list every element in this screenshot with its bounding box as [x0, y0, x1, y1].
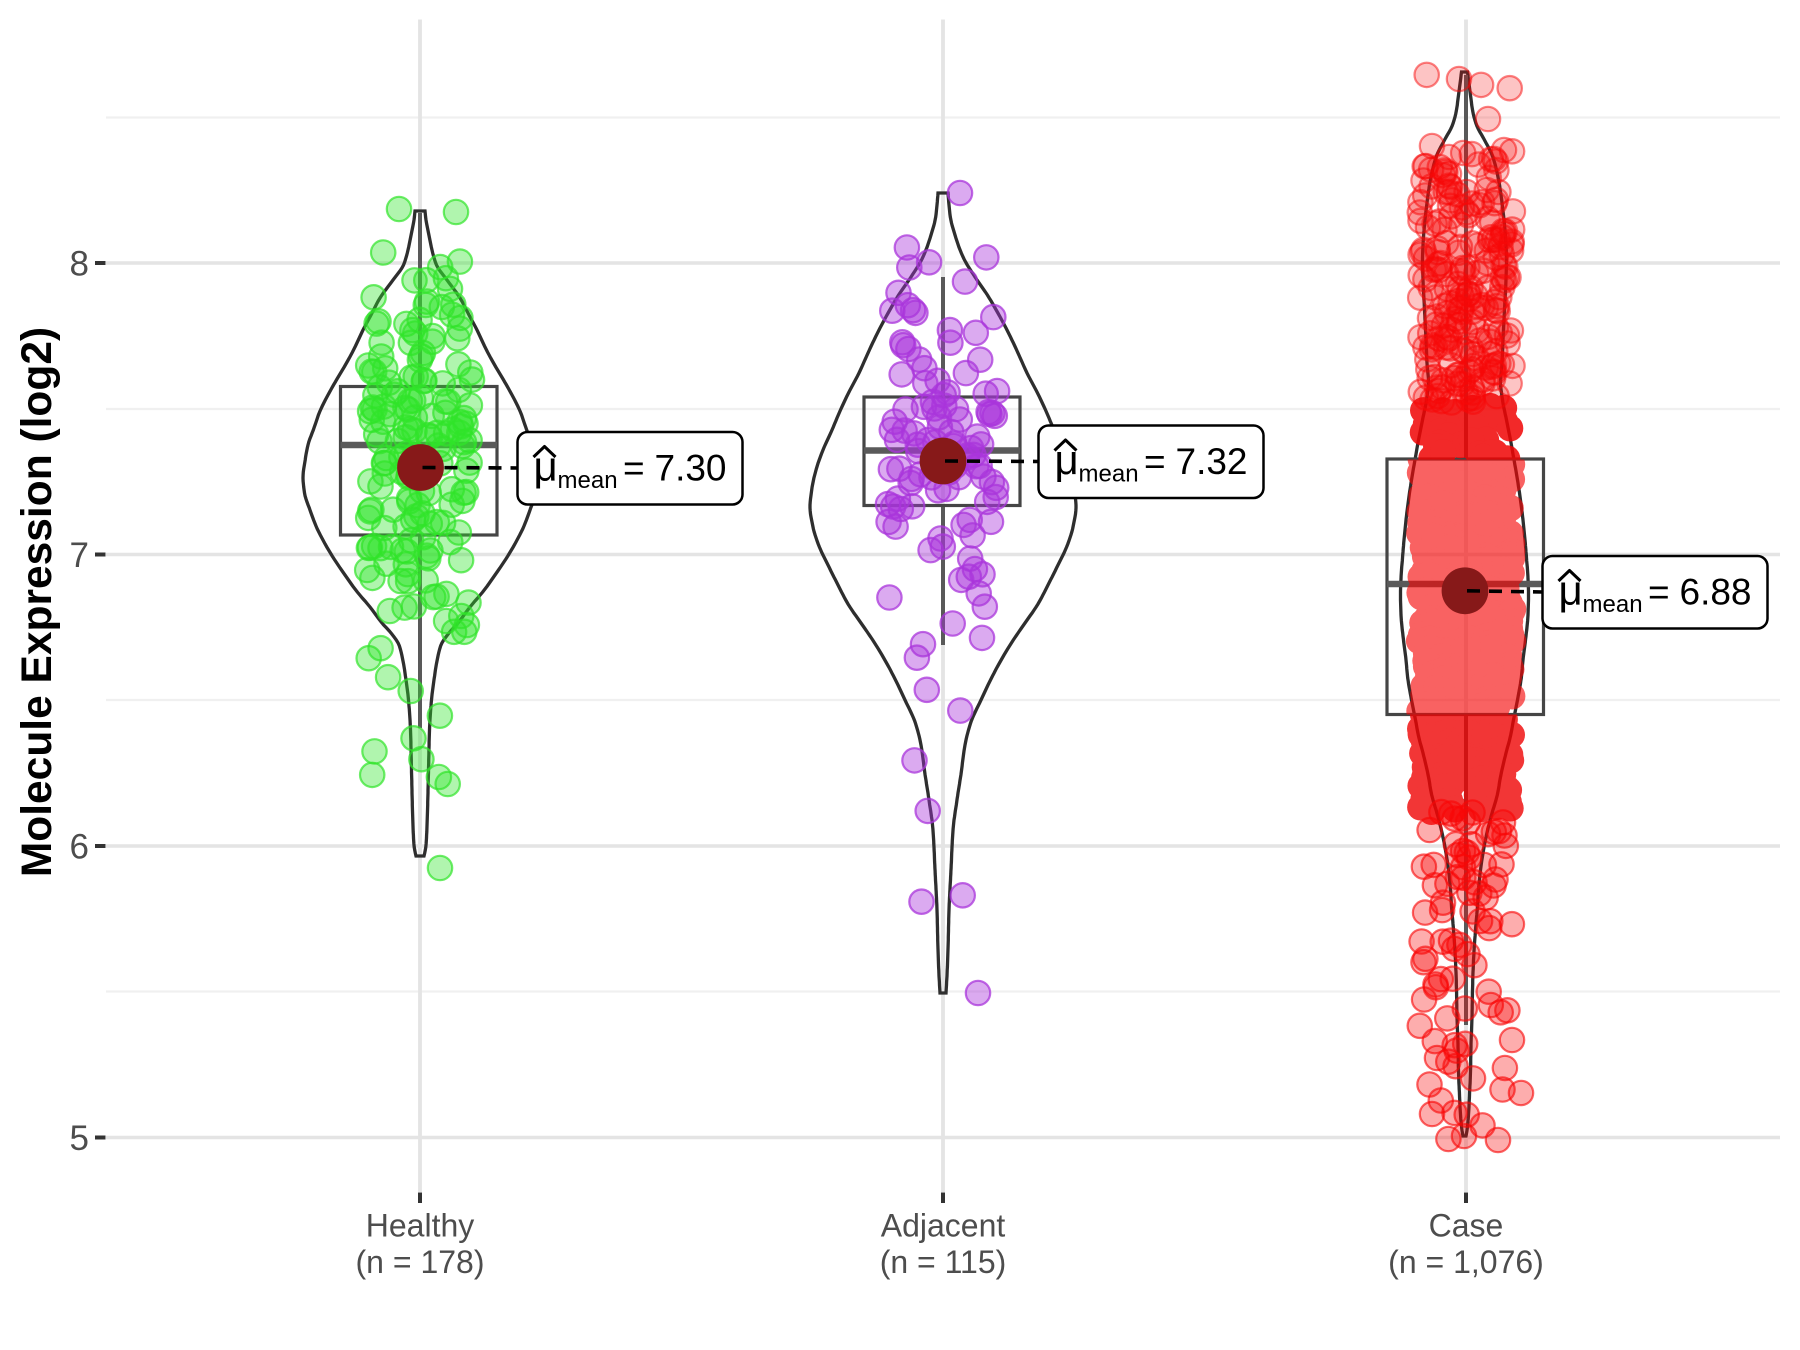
svg-text:Molecule Expression (log2): Molecule Expression (log2)	[14, 327, 61, 877]
svg-text:=: =	[1648, 572, 1670, 613]
svg-text:μ: μ	[1055, 436, 1079, 483]
svg-text:6: 6	[70, 828, 89, 867]
svg-text:μ: μ	[534, 443, 558, 490]
svg-text:=: =	[623, 448, 645, 489]
svg-text:mean: mean	[1079, 461, 1139, 488]
svg-text:8: 8	[70, 245, 89, 284]
svg-text:=: =	[1144, 441, 1166, 482]
svg-text:(n = 178): (n = 178)	[356, 1244, 485, 1280]
svg-text:7: 7	[70, 536, 89, 575]
svg-text:7.30: 7.30	[655, 448, 727, 489]
svg-text:mean: mean	[558, 467, 618, 494]
svg-text:(n = 115): (n = 115)	[880, 1244, 1007, 1280]
svg-text:Healthy: Healthy	[366, 1208, 475, 1244]
svg-text:μ: μ	[1559, 567, 1583, 614]
svg-text:(n = 1,076): (n = 1,076)	[1388, 1244, 1544, 1280]
svg-text:7.32: 7.32	[1176, 441, 1248, 482]
svg-text:Case: Case	[1429, 1208, 1504, 1244]
svg-text:Adjacent: Adjacent	[881, 1208, 1006, 1244]
svg-text:5: 5	[70, 1119, 89, 1158]
svg-text:6.88: 6.88	[1680, 572, 1752, 613]
svg-text:mean: mean	[1583, 591, 1643, 618]
